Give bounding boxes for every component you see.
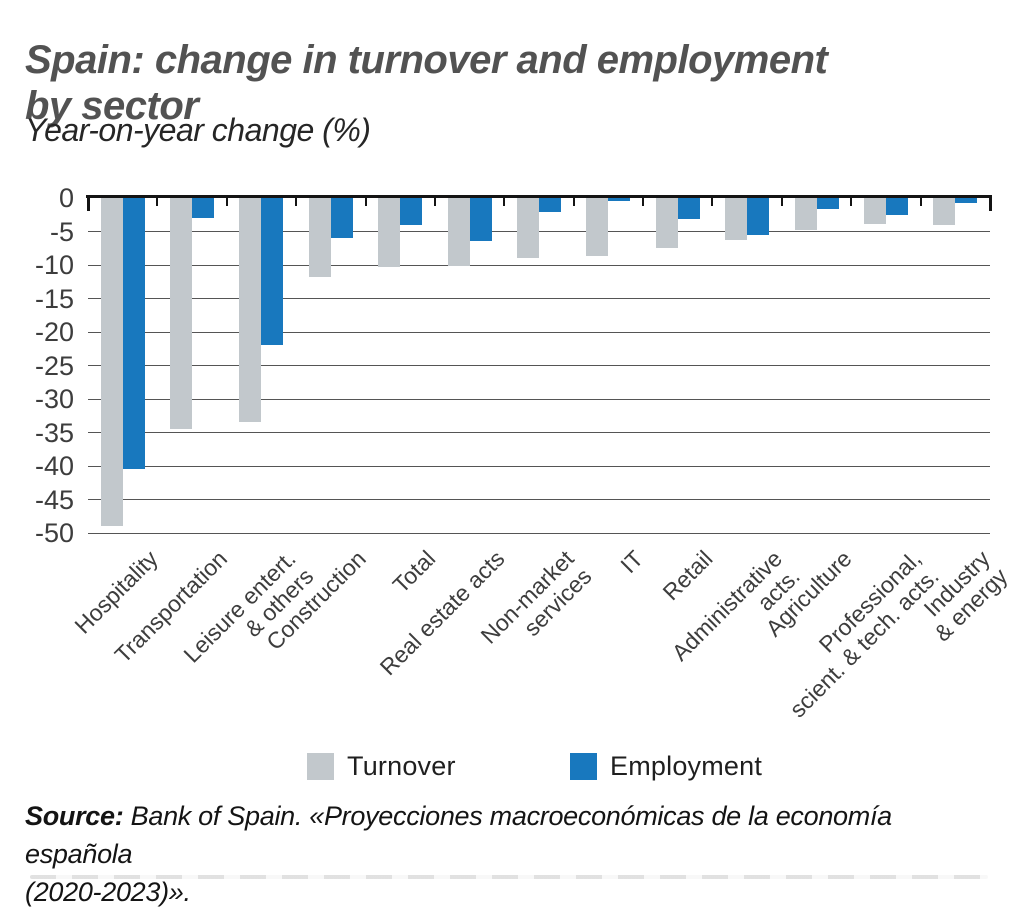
x-category-label: Real estate acts xyxy=(374,545,510,681)
bar-group xyxy=(504,198,573,533)
source-note: Source: Bank of Spain. «Proyecciones mac… xyxy=(25,797,975,911)
bar-group xyxy=(574,198,643,533)
axis-tick xyxy=(711,198,714,206)
employment-bar xyxy=(122,198,145,470)
bar-group xyxy=(157,198,226,533)
turnover-bar xyxy=(794,198,817,231)
turnover-bar xyxy=(863,198,886,225)
cropped-text-artifact xyxy=(30,875,988,879)
bar-group xyxy=(643,198,712,533)
axis-tick xyxy=(572,198,575,206)
employment-bar xyxy=(400,198,423,225)
x-category-label: Retail xyxy=(657,545,718,606)
axis-tick xyxy=(156,198,159,206)
gridline xyxy=(88,499,990,500)
employment-bar xyxy=(261,198,284,346)
y-tick-label: -40 xyxy=(34,451,74,481)
employment-bar xyxy=(330,198,353,239)
page-title: Spain: change in turnover and employment… xyxy=(25,37,985,129)
y-tick-label: -50 xyxy=(34,518,74,548)
employment-swatch-icon xyxy=(570,753,597,780)
legend-label-turnover: Turnover xyxy=(347,751,456,781)
legend-item-employment: Employment xyxy=(570,751,762,782)
gridline xyxy=(88,331,990,333)
gridline xyxy=(88,465,990,467)
turnover-bar xyxy=(100,198,123,527)
bar-group xyxy=(296,198,365,533)
plot-area xyxy=(86,195,992,534)
turnover-bar xyxy=(239,198,262,423)
bar-group xyxy=(782,198,851,533)
axis-tick xyxy=(503,198,506,206)
gridline xyxy=(88,398,990,400)
y-tick-label: -35 xyxy=(34,417,74,448)
turnover-bar xyxy=(725,198,748,240)
y-tick-label: 0 xyxy=(58,183,74,213)
axis-tick xyxy=(850,198,853,206)
gridline xyxy=(88,264,990,266)
turnover-bar xyxy=(655,198,678,248)
axis-tick xyxy=(225,198,228,206)
employment-bar xyxy=(192,198,215,219)
page-title-line1: Spain: change in turnover and employment xyxy=(25,37,828,82)
legend-item-turnover: Turnover xyxy=(307,751,456,782)
employment-bar xyxy=(608,198,631,201)
bar-group xyxy=(435,198,504,533)
x-category-label: IT xyxy=(615,545,649,579)
axis-tick xyxy=(642,198,645,206)
axis-tick xyxy=(988,198,992,211)
gridline xyxy=(88,365,990,366)
y-tick-label: -30 xyxy=(34,384,74,414)
turnover-bar xyxy=(586,198,609,256)
axis-tick xyxy=(364,198,367,206)
employment-bar xyxy=(816,198,839,210)
bar-group xyxy=(88,198,157,533)
gridline xyxy=(88,532,990,534)
page-subtitle: Year-on-year change (%) xyxy=(25,112,371,148)
page-title-line2: by sector xyxy=(25,83,199,128)
y-tick-label: -10 xyxy=(34,250,74,280)
x-category-label: Industry & energy xyxy=(918,545,1013,647)
zero-axis-line xyxy=(86,195,992,198)
y-tick-label: -5 xyxy=(49,216,74,247)
turnover-bar xyxy=(933,198,956,226)
employment-bar xyxy=(885,198,908,215)
employment-bar xyxy=(677,198,700,220)
axis-tick xyxy=(295,198,298,206)
bar-group xyxy=(921,198,990,533)
legend-label-employment: Employment xyxy=(610,751,763,781)
y-tick-label: -20 xyxy=(34,317,74,347)
turnover-bar xyxy=(308,198,331,278)
bar-group xyxy=(851,198,920,533)
employment-bar xyxy=(955,198,978,204)
axis-tick xyxy=(433,198,436,206)
source-text-line2: (2020-2023)». xyxy=(25,877,191,907)
employment-bar xyxy=(469,198,492,241)
x-axis-labels: Hospitality Transportation Leisure entert.… xyxy=(69,540,1013,750)
gridline xyxy=(88,432,990,433)
legend: Turnover Employment xyxy=(0,751,1024,781)
source-text-line1: Bank of Spain. «Proyecciones macroeconóm… xyxy=(25,801,892,869)
turnover-bar xyxy=(447,198,470,267)
bar-group xyxy=(366,198,435,533)
source-label: Source: xyxy=(25,801,124,831)
bar-group xyxy=(227,198,296,533)
axis-tick xyxy=(86,198,90,211)
employment-bar xyxy=(538,198,561,213)
turnover-bar xyxy=(378,198,401,267)
axis-tick xyxy=(919,198,922,206)
axis-tick xyxy=(780,198,783,206)
gridline xyxy=(88,231,990,232)
y-tick-label: -25 xyxy=(34,350,74,381)
bar-group xyxy=(712,198,781,533)
employment-bar xyxy=(747,198,770,235)
y-tick-label: -15 xyxy=(34,283,74,314)
turnover-bar xyxy=(170,198,193,430)
y-tick-label: -45 xyxy=(34,484,74,515)
x-category-label: Total xyxy=(387,545,440,599)
turnover-bar xyxy=(516,198,539,259)
gridline xyxy=(88,298,990,299)
turnover-swatch-icon xyxy=(307,753,334,780)
